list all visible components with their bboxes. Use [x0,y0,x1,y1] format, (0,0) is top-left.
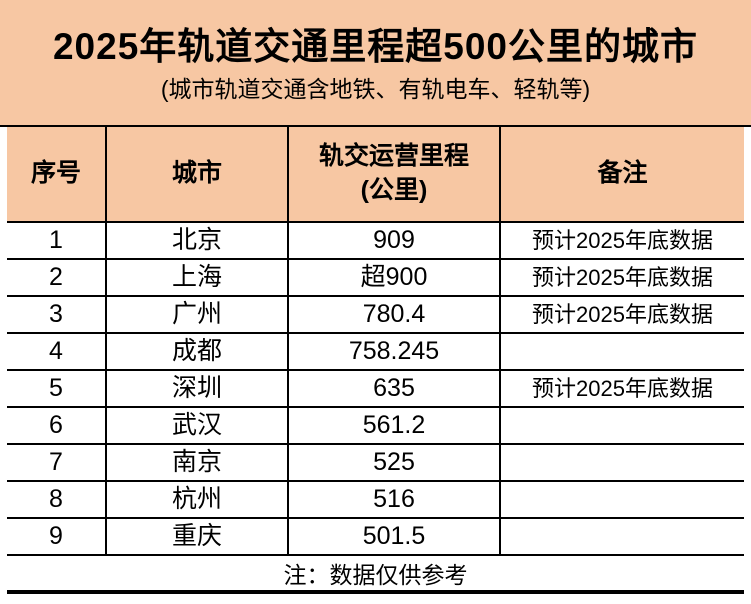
cell-city: 南京 [105,443,289,482]
column-header-mileage-line1: 轨交运营里程 [318,142,469,171]
footer-row: 注：数据仅供参考 [7,554,744,594]
cell-mileage: 超900 [287,258,501,297]
cell-remark [499,443,744,482]
cell-no: 7 [7,443,107,482]
cell-no: 9 [7,517,107,556]
table-footer: 注：数据仅供参考 [7,554,744,594]
cell-city: 武汉 [105,406,289,445]
cell-remark [499,480,744,519]
cell-no: 6 [7,406,107,445]
cell-mileage: 525 [287,443,501,482]
table-row: 3 广州 780.4 预计2025年底数据 [7,295,744,334]
table-row: 4 成都 758.245 [7,332,744,371]
cell-remark [499,406,744,445]
table-row: 6 武汉 561.2 [7,406,744,445]
cell-remark [499,517,744,556]
table-row: 2 上海 超900 预计2025年底数据 [7,258,744,297]
cell-mileage: 780.4 [287,295,501,334]
cell-city: 重庆 [105,517,289,556]
title-block: 2025年轨道交通里程超500公里的城市 (城市轨道交通含地铁、有轨电车、轻轨等… [0,0,751,127]
cell-city: 杭州 [105,480,289,519]
column-header-mileage: 轨交运营里程 (公里) [287,127,501,223]
table-row: 7 南京 525 [7,443,744,482]
cell-no: 2 [7,258,107,297]
column-header-mileage-line2: (公里) [360,176,428,204]
cell-mileage: 758.245 [287,332,501,371]
cell-city: 上海 [105,258,289,297]
column-header-city: 城市 [105,127,289,223]
table-header: 序号 城市 轨交运营里程 (公里) 备注 [7,127,744,223]
table-body: 1 北京 909 预计2025年底数据 2 上海 超900 预计2025年底数据… [7,221,744,556]
cell-city: 深圳 [105,369,289,408]
cell-city: 成都 [105,332,289,371]
page-subtitle: (城市轨道交通含地铁、有轨电车、轻轨等) [160,75,591,102]
mileage-table: 序号 城市 轨交运营里程 (公里) 备注 1 北京 909 预计2025年底数据… [7,127,744,594]
cell-no: 5 [7,369,107,408]
cell-mileage: 516 [287,480,501,519]
cell-mileage: 635 [287,369,501,408]
cell-remark: 预计2025年底数据 [499,295,744,334]
cell-no: 1 [7,221,107,260]
header-row: 序号 城市 轨交运营里程 (公里) 备注 [7,127,744,223]
page-title: 2025年轨道交通里程超500公里的城市 [52,26,699,67]
cell-remark: 预计2025年底数据 [499,258,744,297]
cell-no: 3 [7,295,107,334]
table-row: 8 杭州 516 [7,480,744,519]
cell-mileage: 561.2 [287,406,501,445]
column-header-remark: 备注 [499,127,744,223]
cell-no: 4 [7,332,107,371]
table-row: 5 深圳 635 预计2025年底数据 [7,369,744,408]
cell-mileage: 909 [287,221,501,260]
cell-remark [499,332,744,371]
footer-note: 注：数据仅供参考 [7,554,744,594]
cell-city: 北京 [105,221,289,260]
cell-no: 8 [7,480,107,519]
table-row: 9 重庆 501.5 [7,517,744,556]
cell-city: 广州 [105,295,289,334]
cell-remark: 预计2025年底数据 [499,369,744,408]
cell-remark: 预计2025年底数据 [499,221,744,260]
column-header-no: 序号 [7,127,107,223]
table-row: 1 北京 909 预计2025年底数据 [7,221,744,260]
cell-mileage: 501.5 [287,517,501,556]
